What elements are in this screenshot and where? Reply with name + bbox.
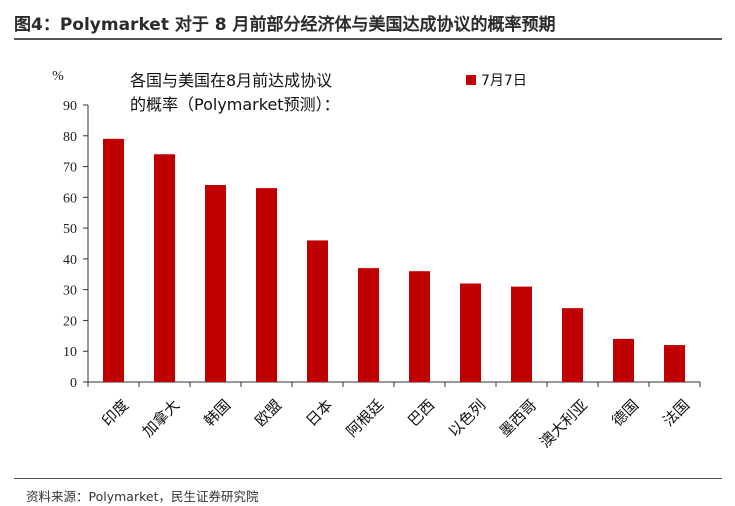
- bar-11: [613, 338, 634, 382]
- x-tick-label: 澳大利亚: [536, 396, 591, 451]
- y-tick-label: 60: [63, 191, 77, 206]
- figure-source: 资料来源：Polymarket，民生证券研究院: [26, 489, 259, 504]
- y-tick-label: 20: [63, 314, 77, 329]
- y-tick-label: 50: [63, 222, 77, 237]
- title-rule: [14, 38, 722, 40]
- x-tick-label: 加拿大: [139, 396, 184, 441]
- y-tick-label: 70: [63, 161, 77, 176]
- x-tick-label: 印度: [98, 396, 132, 430]
- y-tick-labels: 0 10 20 30 40 50 60 70 80 90: [63, 99, 77, 391]
- bar-5: [307, 240, 328, 382]
- legend-label: 7月7日: [481, 73, 527, 89]
- bar-1: [103, 138, 124, 382]
- bar-6: [358, 268, 379, 382]
- y-tick-label: 30: [63, 284, 77, 299]
- x-tick-label: 阿根廷: [343, 396, 388, 441]
- y-tick-label: 40: [63, 253, 77, 268]
- y-tick-label: 0: [70, 376, 77, 391]
- x-tick-label: 巴西: [404, 396, 438, 430]
- x-tick-label: 韩国: [200, 396, 234, 430]
- legend-swatch: [466, 75, 476, 85]
- y-tick-label: 90: [63, 99, 77, 114]
- chart-title-line-1: 各国与美国在8月前达成协议: [130, 71, 332, 90]
- y-axis-unit: %: [52, 69, 64, 84]
- bar-3: [205, 185, 226, 382]
- bar-4: [256, 188, 277, 382]
- x-tick-label: 以色列: [445, 396, 490, 441]
- bar-12: [664, 345, 685, 382]
- x-tick-label: 日本: [302, 396, 336, 430]
- bar-8: [460, 283, 481, 382]
- x-tick-label: 墨西哥: [496, 396, 541, 441]
- bar-2: [154, 154, 175, 382]
- chart-axes: [83, 104, 701, 387]
- source-rule: [14, 478, 722, 479]
- x-tick-label: 德国: [608, 396, 642, 430]
- bar-9: [511, 286, 532, 382]
- chart-title-line-2: 的概率（Polymarket预测）：: [130, 95, 340, 114]
- x-tick-label: 法国: [659, 396, 693, 430]
- bar-7: [409, 271, 430, 382]
- bar-10: [562, 308, 583, 382]
- chart-bars: [103, 138, 685, 382]
- x-tick-label: 欧盟: [251, 396, 285, 430]
- figure-title: 图4：Polymarket 对于 8 月前部分经济体与美国达成协议的概率预期: [14, 15, 556, 35]
- y-tick-label: 10: [63, 345, 77, 360]
- y-tick-label: 80: [63, 130, 77, 145]
